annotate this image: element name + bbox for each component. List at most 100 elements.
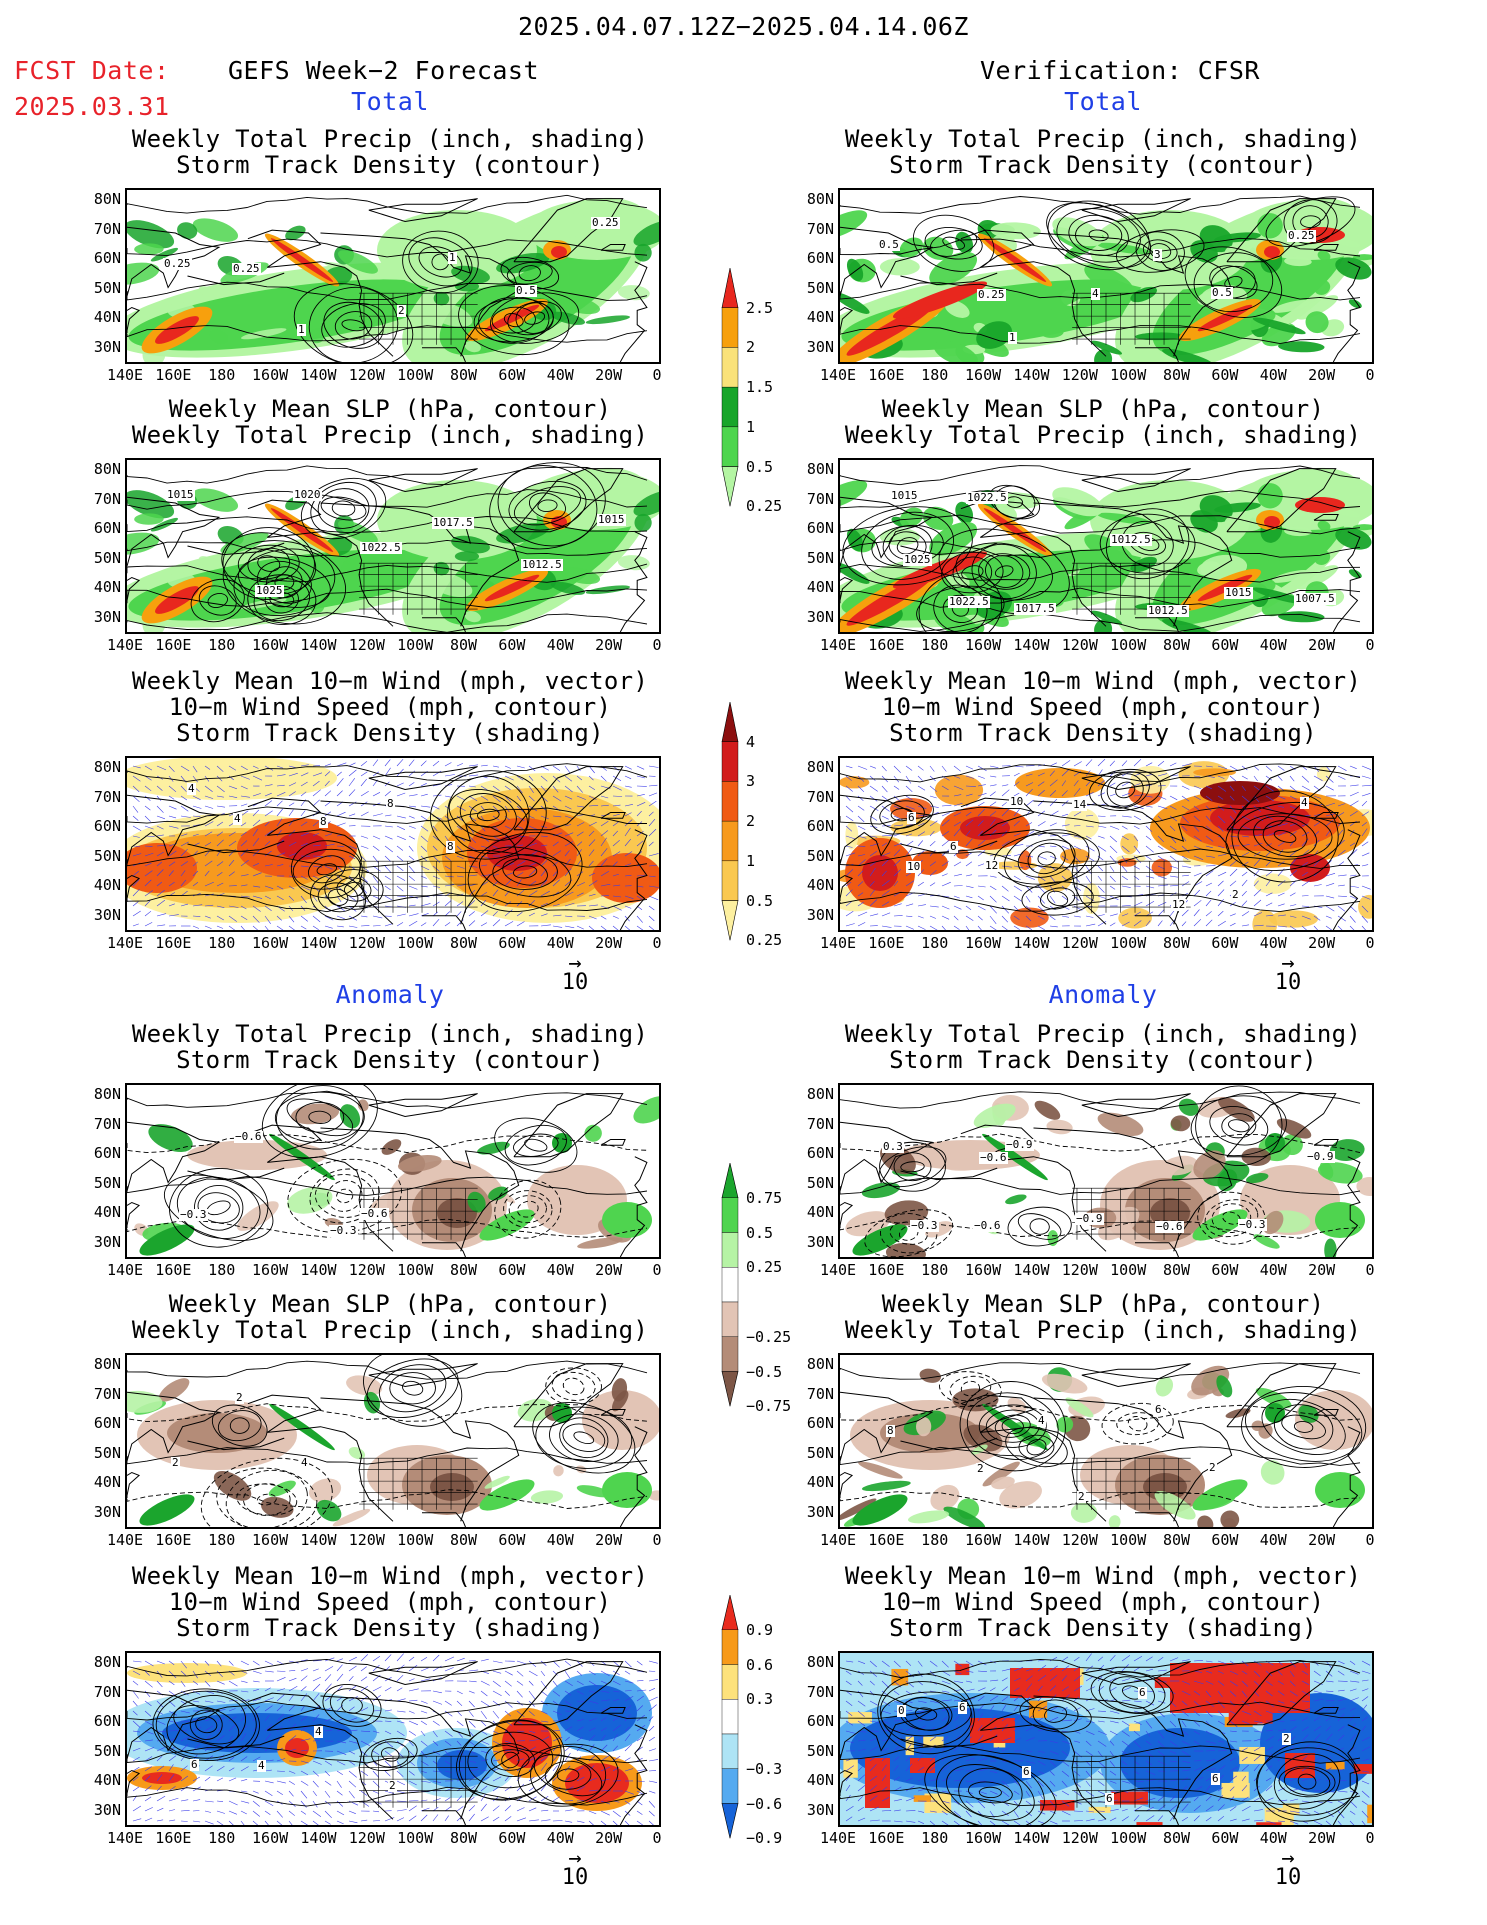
map-panel-p4: 1025 1022.5 1017.5 1012.5 1012.5 1015 1007.5 10…	[838, 458, 1374, 634]
colorbar-label: 0.3	[746, 1690, 774, 1709]
coastline	[619, 261, 648, 362]
lat-tick-label: 50N	[806, 846, 834, 865]
contour-label: −0.9	[1306, 1150, 1335, 1163]
map-canvas	[127, 758, 659, 930]
colorbar-precip_total	[721, 268, 739, 507]
coastline	[247, 1124, 394, 1252]
colorbar-label: 0.5	[746, 891, 774, 910]
arrow-icon: →	[1281, 1846, 1295, 1871]
map-canvas	[840, 758, 1372, 930]
lon-tick-label: 40W	[1259, 1261, 1287, 1279]
lon-tick-label: 0	[1365, 1531, 1375, 1549]
colorbar-label: 3	[746, 772, 756, 791]
map-panel-p8: −0.3 −0.6 −0.9 −0.9 −0.6 −0.3 −0.9 0.3 −0.6	[838, 1083, 1374, 1259]
map-panel-p1: 0.25 0.25 1 2 1 0.5 0.25	[125, 188, 661, 364]
coastline	[1081, 468, 1191, 493]
coastline	[1033, 1127, 1233, 1252]
contour-label: 1	[448, 251, 457, 264]
coastline	[619, 1724, 648, 1825]
contour-label: 0.25	[163, 257, 192, 270]
lat-tick-label: 80N	[93, 190, 121, 208]
lon-tick-label: 20W	[1308, 1531, 1336, 1549]
lon-tick-label: 160E	[868, 366, 905, 384]
contour-label: 2	[171, 1456, 180, 1469]
contour-label: 1	[297, 323, 306, 336]
colorbar-label: 0.5	[746, 457, 774, 476]
panel-title-line: Weekly Total Precip (inch, shading)	[844, 1316, 1362, 1344]
contours	[840, 1362, 1367, 1508]
lon-tick-label: 180	[208, 1829, 236, 1847]
coastline	[1226, 766, 1337, 831]
lat-tick-label: 30N	[93, 337, 121, 356]
coastline	[320, 1397, 520, 1522]
lon-tick-label: 0	[652, 636, 662, 654]
arrow-icon: →	[1281, 951, 1295, 976]
contour-label: 1022.5	[948, 595, 990, 608]
colorbar-label: −0.9	[746, 1829, 783, 1848]
contour-label: 6	[907, 811, 916, 824]
map-panel-p2: 0.5 0.25 1 4 3 0.5 0.25	[838, 188, 1374, 364]
lat-tick-label: 50N	[93, 1443, 121, 1462]
lat-tick-label: 30N	[806, 1800, 834, 1819]
colorbar-segment	[721, 307, 739, 348]
lon-tick-label: 180	[921, 934, 949, 952]
lon-tick-label: 0	[1365, 1261, 1375, 1279]
lon-tick-label: 20W	[595, 934, 623, 952]
panel-title-line: Storm Track Density (contour)	[176, 151, 604, 179]
coastline	[1081, 1661, 1191, 1686]
lon-tick-label: 140E	[819, 1261, 857, 1279]
panel-title-line: Weekly Mean SLP (hPa, contour)	[881, 1290, 1325, 1318]
coastline	[619, 1156, 648, 1257]
lon-tick-label: 120W	[1061, 636, 1098, 654]
lon-tick-label: 120W	[1061, 1829, 1098, 1847]
contour-label: 2	[1208, 1461, 1217, 1474]
lon-tick-label: 140E	[106, 1531, 144, 1549]
lat-tick-label: 70N	[93, 787, 121, 806]
contour-label: 6	[1022, 1765, 1031, 1778]
panel-title-line: Storm Track Density (contour)	[176, 1046, 604, 1074]
coastline	[247, 1692, 394, 1820]
vector-reference-value: 10	[561, 970, 589, 995]
coastline	[1313, 1409, 1339, 1416]
lon-tick-label: 60W	[498, 1531, 526, 1549]
coastline	[127, 1121, 221, 1192]
contour-label: 2	[235, 1391, 244, 1404]
coastline	[840, 496, 934, 567]
coastline	[368, 468, 478, 493]
coastline	[127, 306, 141, 334]
coastline	[1081, 198, 1191, 223]
coastline	[619, 829, 648, 930]
lon-tick-label: 160W	[252, 366, 289, 384]
lon-tick-label: 180	[208, 636, 236, 654]
section-total-right: Total	[1064, 87, 1142, 116]
lon-tick-label: 140E	[106, 934, 144, 952]
lon-tick-label: 100W	[1110, 1261, 1147, 1279]
panel-title-line: Weekly Mean 10−m Wind (mph, vector)	[131, 1562, 649, 1590]
coastline	[422, 1242, 466, 1257]
lat-tick-label: 40N	[806, 308, 834, 326]
contour-label: 6	[1211, 1772, 1220, 1785]
coastline	[840, 1121, 934, 1192]
lat-tick-label: 30N	[93, 1502, 121, 1521]
contour-label: −0.6	[1155, 1220, 1184, 1233]
lat-tick-label: 50N	[806, 1173, 834, 1192]
lon-tick-label: 140E	[819, 366, 857, 384]
colorbar-label: 4	[746, 732, 756, 751]
lon-tick-label: 60W	[1211, 1829, 1239, 1847]
lat-tick-label: 40N	[806, 1473, 834, 1491]
coastline	[187, 542, 285, 556]
contour-label: 3	[1153, 248, 1162, 261]
lon-tick-label: 120W	[348, 636, 385, 654]
contour-label: 6	[190, 1758, 199, 1771]
contour-label: 1015	[890, 489, 919, 502]
coastline	[1081, 1093, 1191, 1118]
coastline	[900, 1167, 998, 1181]
colorbar-precip_anom	[721, 1163, 739, 1407]
colorbar-label: 2	[746, 338, 756, 357]
contour-label: −0.6	[234, 1130, 263, 1143]
contour-label: 4	[1037, 1414, 1046, 1427]
contour-label: −0.9	[1005, 1138, 1034, 1151]
lon-tick-label: 160W	[252, 1531, 289, 1549]
colorbar-cap	[721, 268, 739, 309]
lon-tick-label: 180	[208, 366, 236, 384]
